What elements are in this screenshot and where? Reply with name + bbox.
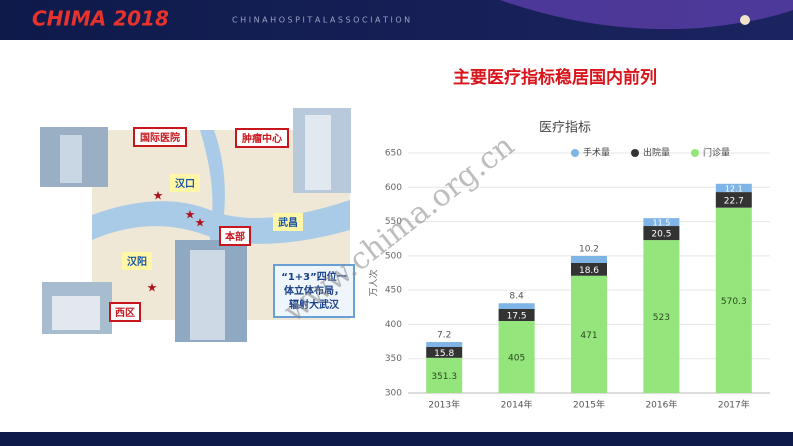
brand: CHIMA 2018 <box>32 7 169 31</box>
bar-segment <box>426 357 463 393</box>
data-label: 570.3 <box>721 297 747 307</box>
map-label: 本部 <box>225 230 245 243</box>
map-star: ★ <box>185 208 196 222</box>
y-tick-label: 650 <box>385 149 402 159</box>
map-label-bg <box>273 213 303 231</box>
map-label: 西区 <box>115 307 135 319</box>
map-label: 国际医院 <box>140 131 180 144</box>
map-label-bg <box>122 252 152 270</box>
bar-segment <box>643 218 680 227</box>
footer-band <box>0 432 793 446</box>
river <box>200 130 232 320</box>
note-box <box>273 264 355 318</box>
bar-segment <box>498 321 535 393</box>
data-label: 7.2 <box>437 331 451 341</box>
building <box>60 135 82 183</box>
data-label: 405 <box>508 354 525 364</box>
map-star: ★ <box>147 281 158 295</box>
map-star: ★ <box>153 189 164 203</box>
map-label-bg <box>170 174 200 192</box>
data-label: 20.5 <box>651 230 671 240</box>
y-tick-label: 500 <box>385 251 402 261</box>
building <box>52 296 100 330</box>
legend-label: 手术量 <box>583 147 610 159</box>
association: C H I N A H O S P I T A L A S S O C I A … <box>232 16 410 25</box>
bar-segment <box>643 240 680 393</box>
bar-segment <box>426 346 463 358</box>
map-star: ★ <box>195 216 206 230</box>
data-label: 17.5 <box>507 312 527 322</box>
legend-swatch <box>691 149 699 157</box>
header-dot <box>740 15 750 25</box>
slide-title: 主要医疗指标稳居国内前列 <box>453 67 657 88</box>
bar-segment <box>571 275 607 393</box>
data-label: 471 <box>580 331 597 341</box>
data-label: 11.5 <box>652 219 670 228</box>
y-tick-label: 400 <box>385 320 402 330</box>
x-tick-label: 2014年 <box>501 399 533 411</box>
bar-segment <box>498 303 535 309</box>
x-tick-label: 2013年 <box>428 399 460 411</box>
map-label: 肿瘤中心 <box>242 132 282 145</box>
x-tick-label: 2015年 <box>573 399 605 411</box>
data-label: 18.6 <box>579 266 599 276</box>
data-label: 15.8 <box>434 349 454 359</box>
x-tick-label: 2016年 <box>645 399 677 411</box>
chart-title: 医疗指标 <box>539 121 591 136</box>
map-label-bg <box>109 302 141 322</box>
bar-segment <box>715 192 752 208</box>
building <box>190 250 225 340</box>
data-label: 523 <box>653 313 670 323</box>
y-tick-label: 600 <box>385 183 402 193</box>
data-label: 22.7 <box>724 196 744 206</box>
y-tick-label: 450 <box>385 286 402 296</box>
x-tick-label: 2017年 <box>718 399 750 411</box>
header-swoosh <box>500 0 793 30</box>
bar-segment <box>715 183 752 193</box>
legend-swatch <box>631 149 639 157</box>
bar-segment <box>498 309 535 321</box>
y-axis-label: 万人次 <box>368 269 380 296</box>
y-tick-label: 350 <box>385 354 402 364</box>
bar-segment <box>571 262 607 276</box>
bar-segment <box>426 342 463 347</box>
map-label: 汉口 <box>175 177 195 190</box>
y-tick-label: 300 <box>385 389 402 399</box>
map <box>40 108 355 342</box>
y-tick-label: 550 <box>385 217 402 227</box>
building <box>305 115 331 190</box>
legend-label: 出院量 <box>643 147 670 159</box>
map-label-bg <box>133 127 187 147</box>
data-label: 351.3 <box>431 372 457 382</box>
bar-segment <box>715 207 752 393</box>
map-note: “1+3”四位一 <box>281 270 346 283</box>
legend-swatch <box>571 149 579 157</box>
map-note: 体立体布局， <box>284 284 344 297</box>
map-label: 武昌 <box>278 216 298 229</box>
map-note: 辐射大武汉 <box>289 298 340 311</box>
data-label: 12.1 <box>725 184 743 193</box>
map-label-bg <box>219 226 251 246</box>
map-label: 汉阳 <box>127 255 147 268</box>
bar-segment <box>571 255 607 263</box>
map-label-bg <box>235 128 289 148</box>
data-label: 8.4 <box>509 292 524 302</box>
bar-segment <box>643 226 680 241</box>
legend-label: 门诊量 <box>703 147 730 159</box>
data-label: 10.2 <box>579 244 599 254</box>
